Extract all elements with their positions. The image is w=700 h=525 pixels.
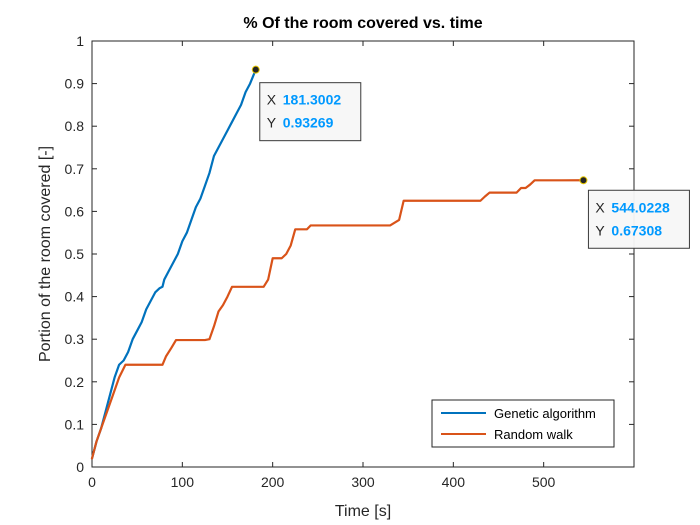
datatip-x-key: X: [595, 199, 605, 215]
datatip-y-value: 0.93269: [283, 115, 334, 131]
plot-area: [91, 40, 635, 468]
datatip-y-key: Y: [595, 222, 605, 238]
datatip-x-value: 181.3002: [283, 92, 342, 108]
datatip[interactable]: X 544.0228 Y 0.67308: [587, 189, 690, 249]
y-axis: 0 0.1 0.2 0.3 0.4 0.5 0.6 0.7 0.8 0.9 1: [65, 33, 634, 475]
x-axis: 0 100 200 300 400 500: [88, 41, 556, 490]
x-tick-label: 500: [532, 474, 556, 490]
y-tick-label: 0.1: [65, 416, 85, 432]
legend-label-genetic-algorithm: Genetic algorithm: [494, 406, 596, 421]
y-tick-label: 0.7: [65, 161, 85, 177]
datatips-layer: X 181.3002 Y 0.93269 X 544.0228 Y 0.67308: [251, 65, 690, 249]
series-layer: [90, 68, 585, 460]
x-axis-label: Time [s]: [335, 503, 391, 520]
legend: Genetic algorithm Random walk: [431, 399, 615, 448]
datatip-x-key: X: [267, 92, 277, 108]
datatip-y-value: 0.67308: [611, 222, 662, 238]
y-tick-label: 0.8: [65, 118, 85, 134]
x-tick-label: 100: [171, 474, 195, 490]
y-tick-label: 0.6: [65, 203, 85, 219]
y-tick-label: 0.3: [65, 331, 85, 347]
datatip[interactable]: X 181.3002 Y 0.93269: [259, 82, 362, 142]
y-tick-label: 0.2: [65, 374, 85, 390]
datatip-marker[interactable]: [579, 176, 588, 185]
chart-title: % Of the room covered vs. time: [243, 15, 482, 32]
x-tick-label: 200: [261, 474, 285, 490]
x-tick-label: 0: [88, 474, 96, 490]
y-tick-label: 0.5: [65, 246, 85, 262]
y-tick-label: 0.4: [65, 289, 85, 305]
datatip-x-value: 544.0228: [611, 199, 670, 215]
x-tick-label: 300: [351, 474, 375, 490]
datatip-box: [259, 82, 362, 142]
series-line-random-walk: [90, 179, 585, 460]
datatip-box: [587, 189, 690, 249]
x-tick-label: 400: [442, 474, 466, 490]
y-tick-label: 1: [76, 33, 84, 49]
axes-box: [91, 40, 635, 468]
datatip-y-key: Y: [267, 115, 277, 131]
y-axis-label: Portion of the room covered [-]: [37, 146, 54, 362]
datatip-marker[interactable]: [251, 65, 260, 74]
series-line-genetic-algorithm: [90, 68, 257, 460]
y-tick-label: 0.9: [65, 76, 85, 92]
y-tick-label: 0: [76, 459, 84, 475]
legend-box: [431, 399, 615, 448]
legend-label-random-walk: Random walk: [494, 427, 573, 442]
